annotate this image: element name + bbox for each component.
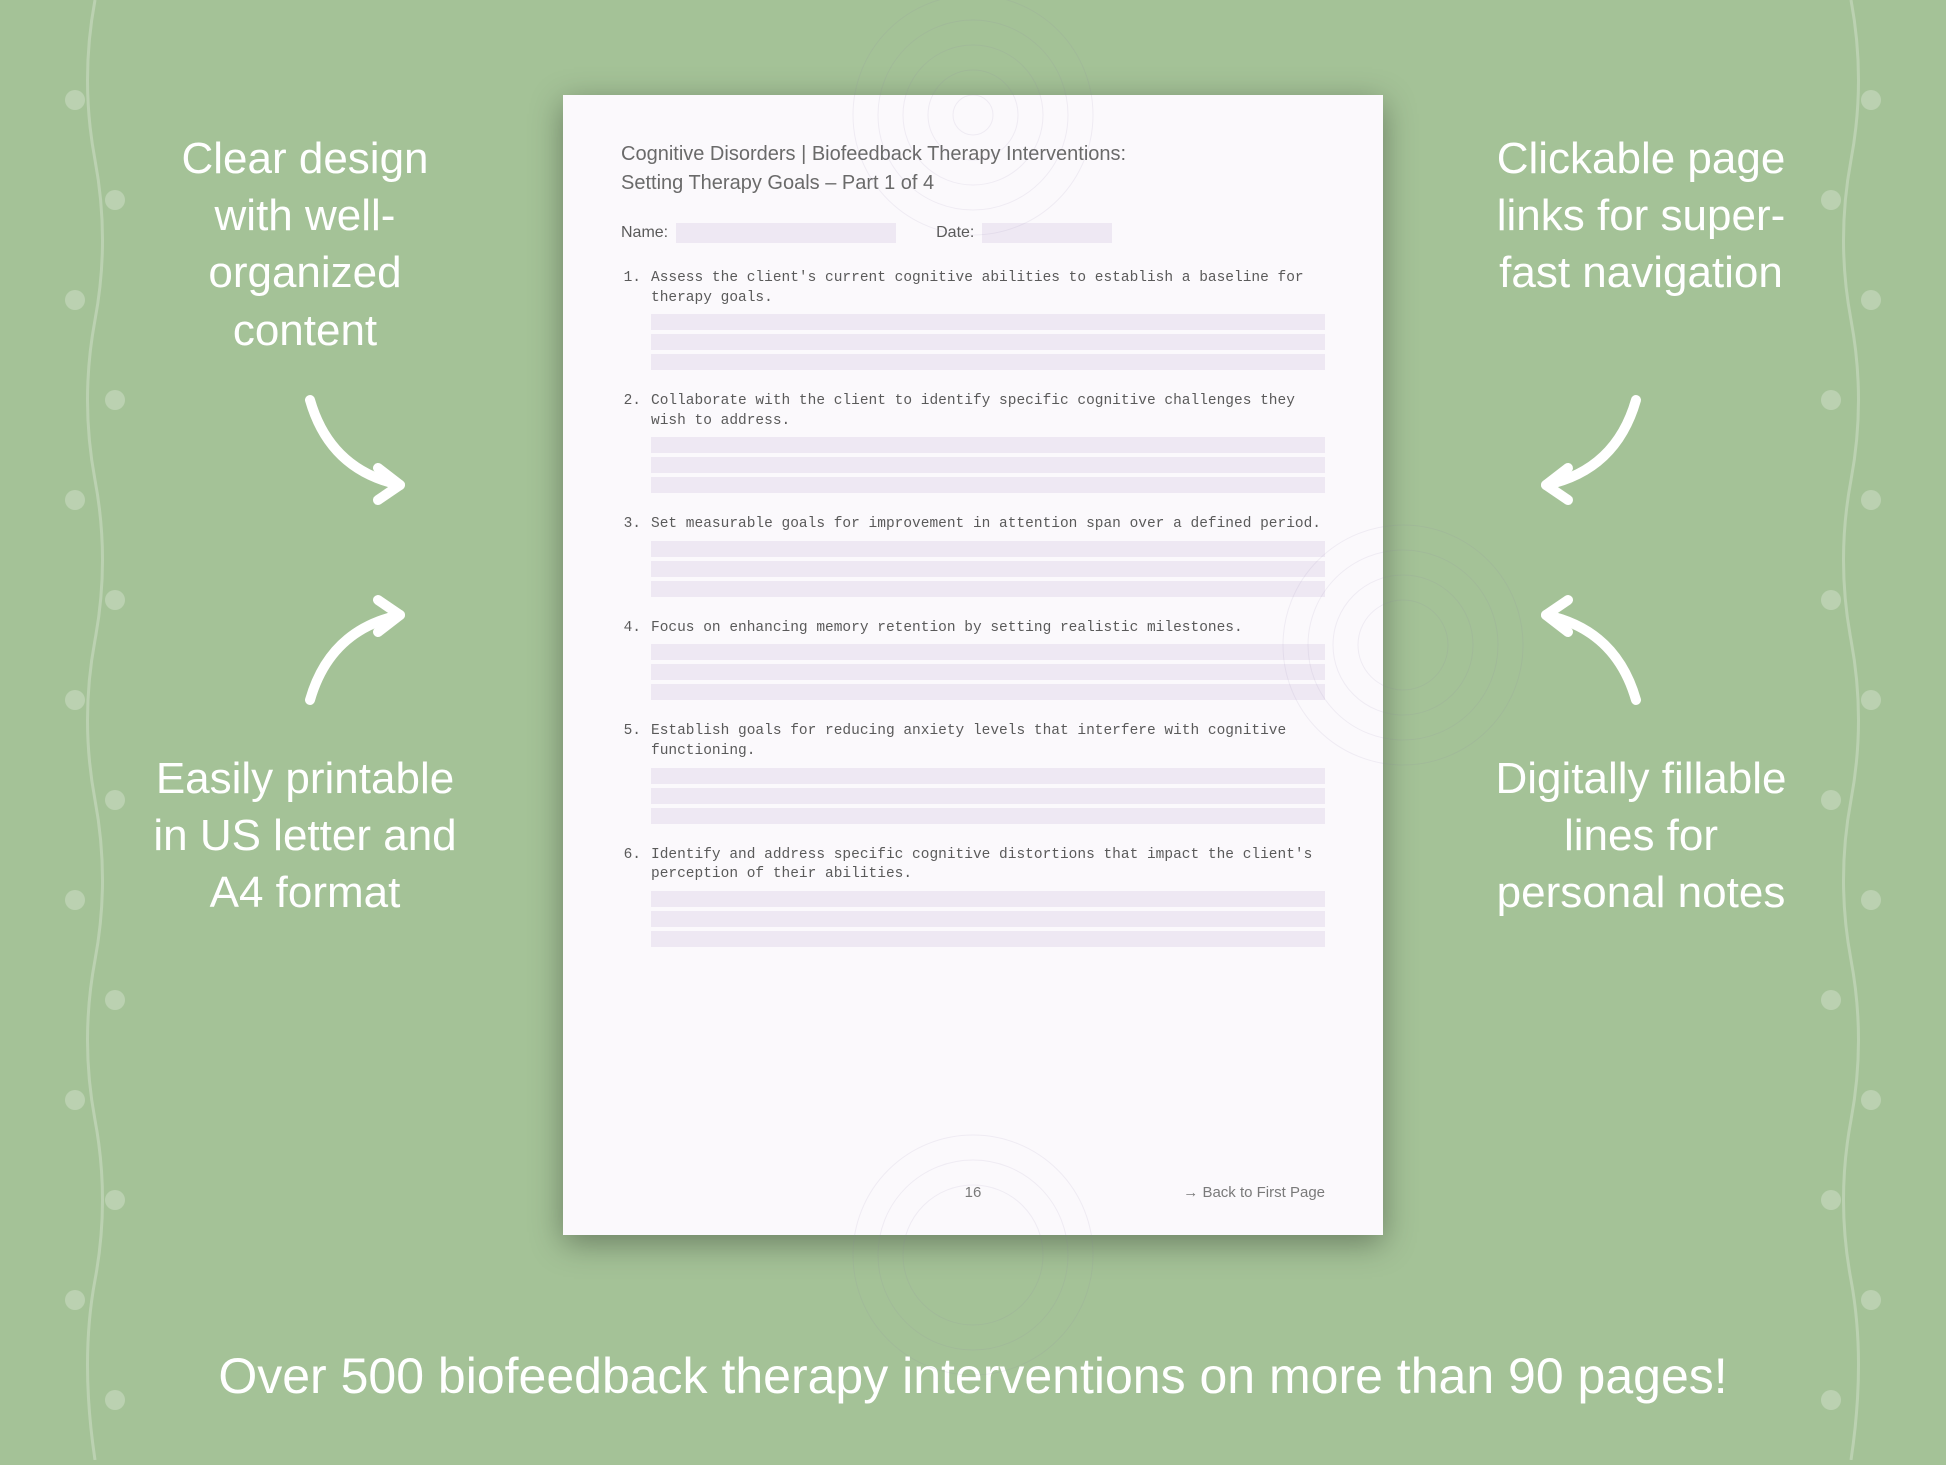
note-line[interactable] bbox=[651, 314, 1325, 330]
arrow-top-right-icon bbox=[1516, 380, 1656, 520]
item-text: Collaborate with the client to identify … bbox=[651, 392, 1325, 431]
item-number: 5. bbox=[621, 722, 641, 761]
name-input[interactable] bbox=[676, 223, 896, 243]
item-text: Identify and address specific cognitive … bbox=[651, 846, 1325, 885]
note-line[interactable] bbox=[651, 911, 1325, 927]
worksheet-item: 4. Focus on enhancing memory retention by… bbox=[621, 619, 1325, 639]
note-lines bbox=[651, 437, 1325, 493]
note-line[interactable] bbox=[651, 437, 1325, 453]
note-line[interactable] bbox=[651, 477, 1325, 493]
note-line[interactable] bbox=[651, 457, 1325, 473]
note-line[interactable] bbox=[651, 334, 1325, 350]
note-line[interactable] bbox=[651, 808, 1325, 824]
note-line[interactable] bbox=[651, 768, 1325, 784]
back-to-first-page-link[interactable]: → Back to First Page bbox=[1183, 1184, 1325, 1201]
note-lines bbox=[651, 314, 1325, 370]
name-label: Name: bbox=[621, 224, 668, 242]
note-line[interactable] bbox=[651, 788, 1325, 804]
note-line[interactable] bbox=[651, 354, 1325, 370]
note-line[interactable] bbox=[651, 684, 1325, 700]
mandala-decoration-icon bbox=[843, 0, 1103, 245]
arrow-top-left-icon bbox=[290, 380, 430, 520]
name-date-row: Name: Date: bbox=[621, 223, 1325, 243]
note-lines bbox=[651, 891, 1325, 947]
page-footer: 16 → Back to First Page bbox=[621, 1184, 1325, 1201]
note-line[interactable] bbox=[651, 561, 1325, 577]
note-line[interactable] bbox=[651, 664, 1325, 680]
page-title-line2: Setting Therapy Goals – Part 1 of 4 bbox=[621, 172, 1325, 195]
worksheet-item: 2. Collaborate with the client to identif… bbox=[621, 392, 1325, 431]
note-line[interactable] bbox=[651, 644, 1325, 660]
callout-top-right: Clickable page links for super-fast navi… bbox=[1476, 130, 1806, 302]
mandala-decoration-icon bbox=[843, 1125, 1103, 1385]
item-number: 1. bbox=[621, 269, 641, 308]
tagline: Over 500 biofeedback therapy interventio… bbox=[0, 1347, 1946, 1405]
item-number: 2. bbox=[621, 392, 641, 431]
worksheet-item: 3. Set measurable goals for improvement i… bbox=[621, 515, 1325, 535]
date-label: Date: bbox=[936, 224, 974, 242]
item-text: Establish goals for reducing anxiety lev… bbox=[651, 722, 1325, 761]
worksheet-item: 5. Establish goals for reducing anxiety l… bbox=[621, 722, 1325, 761]
callout-bottom-right: Digitally fillable lines for personal no… bbox=[1476, 750, 1806, 922]
page-title-line1: Cognitive Disorders | Biofeedback Therap… bbox=[621, 143, 1325, 166]
item-number: 4. bbox=[621, 619, 641, 639]
callout-bottom-left: Easily printable in US letter and A4 for… bbox=[140, 750, 470, 922]
note-lines bbox=[651, 644, 1325, 700]
date-input[interactable] bbox=[982, 223, 1112, 243]
item-number: 3. bbox=[621, 515, 641, 535]
document-page: Cognitive Disorders | Biofeedback Therap… bbox=[563, 95, 1383, 1235]
note-lines bbox=[651, 768, 1325, 824]
note-line[interactable] bbox=[651, 541, 1325, 557]
item-number: 6. bbox=[621, 846, 641, 885]
worksheet-item: 6. Identify and address specific cognitiv… bbox=[621, 846, 1325, 885]
arrow-bottom-right-icon bbox=[1516, 580, 1656, 720]
note-line[interactable] bbox=[651, 891, 1325, 907]
note-line[interactable] bbox=[651, 931, 1325, 947]
callout-top-left: Clear design with well-organized content bbox=[140, 130, 470, 359]
note-lines bbox=[651, 541, 1325, 597]
note-line[interactable] bbox=[651, 581, 1325, 597]
item-text: Set measurable goals for improvement in … bbox=[651, 515, 1325, 535]
item-text: Focus on enhancing memory retention by s… bbox=[651, 619, 1325, 639]
page-number: 16 bbox=[965, 1184, 982, 1201]
arrow-bottom-left-icon bbox=[290, 580, 430, 720]
worksheet-item: 1. Assess the client's current cognitive … bbox=[621, 269, 1325, 308]
item-text: Assess the client's current cognitive ab… bbox=[651, 269, 1325, 308]
